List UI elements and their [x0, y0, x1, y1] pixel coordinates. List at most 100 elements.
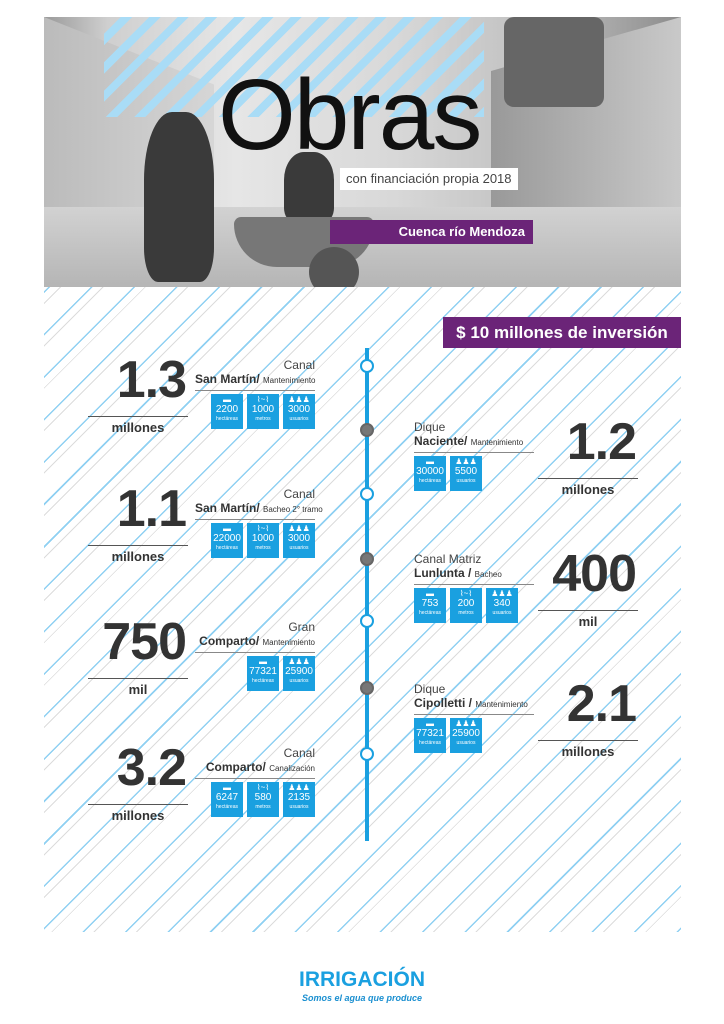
stat-usuarios: ♟♟♟ 3000 usuarios — [283, 523, 315, 558]
stat-value: 5500 — [454, 466, 478, 477]
stats-boxes: ▬ 22000 hectáreas ⌇~⌇ 1000 metros ♟♟♟ 3000 usuar… — [195, 523, 315, 558]
timeline-node — [360, 614, 374, 628]
stat-value: 753 — [421, 598, 439, 609]
amount-unit: millones — [538, 740, 638, 759]
work-category: Canal — [283, 358, 315, 372]
stats-boxes: ▬ 77321 hectáreas ♟♟♟ 25900 usuarios — [414, 718, 534, 753]
users-icon: ♟♟♟ — [455, 457, 477, 466]
amount-value: 2.1 — [566, 675, 637, 733]
amount-unit: millones — [88, 416, 188, 435]
amount-block: 400 mil — [538, 548, 638, 632]
work-category: Canal — [283, 487, 315, 501]
work-type: Canalización — [269, 764, 315, 773]
work-type: Bacheo 2° tramo — [263, 505, 323, 514]
stat-value: 3000 — [287, 404, 311, 415]
work-name: Lunlunta / Bacheo — [414, 566, 534, 585]
stat-caption: usuarios — [289, 415, 309, 422]
page-title: Obras — [218, 59, 482, 171]
timeline-node — [360, 359, 374, 373]
work-category: Gran — [288, 620, 315, 634]
stat-usuarios: ♟♟♟ 25900 usuarios — [283, 656, 315, 691]
stat-caption: metros — [255, 803, 271, 810]
stats-boxes: ▬ 2200 hectáreas ⌇~⌇ 1000 metros ♟♟♟ 3000 usuari… — [195, 394, 315, 429]
stat-usuarios: ♟♟♟ 5500 usuarios — [450, 456, 482, 491]
stat-usuarios: ♟♟♟ 3000 usuarios — [283, 394, 315, 429]
work-item: 750 mil Gran Comparto/ Mantenimiento ▬ 77321 h… — [88, 616, 388, 720]
amount-unit: mil — [538, 610, 638, 629]
land-plot-icon: ▬ — [426, 719, 434, 728]
land-plot-icon: ▬ — [223, 524, 231, 533]
stat-caption: usuarios — [456, 739, 476, 746]
amount-value: 750 — [102, 613, 187, 671]
stat-caption: hectáreas — [419, 477, 441, 484]
work-name: San Martín/ Mantenimiento — [195, 372, 316, 391]
work-item: 1.2 millones Dique Naciente/ Mantenimiento ▬… — [414, 416, 714, 520]
work-type: Mantenimiento — [263, 376, 316, 385]
stat-caption: usuarios — [456, 477, 476, 484]
stat-value: 25900 — [285, 666, 313, 677]
amount-unit: millones — [88, 545, 188, 564]
stat-value: 77321 — [416, 728, 444, 739]
amount-block: 3.2 millones — [88, 742, 188, 826]
timeline-node — [360, 552, 374, 566]
users-icon: ♟♟♟ — [491, 589, 513, 598]
work-name: San Martín/ Bacheo 2° tramo — [195, 501, 323, 520]
stat-caption: usuarios — [289, 803, 309, 810]
stat-caption: hectáreas — [419, 739, 441, 746]
users-icon: ♟♟♟ — [288, 783, 310, 792]
work-label: Canal San Martín/ Mantenimiento ▬ 2200 hectá… — [195, 358, 316, 429]
land-plot-icon: ▬ — [223, 783, 231, 792]
users-icon: ♟♟♟ — [288, 395, 310, 404]
stat-value: 6247 — [215, 792, 239, 803]
stat-usuarios: ♟♟♟ 340 usuarios — [486, 588, 518, 623]
amount-value: 3.2 — [116, 739, 187, 797]
stats-boxes: ▬ 30000 hectáreas ♟♟♟ 5500 usuarios — [414, 456, 534, 491]
work-label: Canal Matriz Lunlunta / Bacheo ▬ 753 hectáre… — [414, 552, 534, 623]
stats-boxes: ▬ 6247 hectáreas ⌇~⌇ 580 metros ♟♟♟ 2135 usuario… — [195, 782, 315, 817]
work-type: Mantenimiento — [470, 438, 524, 447]
cement-mixer — [504, 17, 604, 107]
work-category: Canal — [283, 746, 315, 760]
amount-unit: mil — [88, 678, 188, 697]
investment-banner: $ 10 millones de inversión — [443, 317, 681, 348]
work-name: Comparto/ Canalización — [195, 760, 315, 779]
work-name: Naciente/ Mantenimiento — [414, 434, 534, 453]
amount-block: 2.1 millones — [538, 678, 638, 762]
stat-caption: metros — [255, 544, 271, 551]
work-label: Gran Comparto/ Mantenimiento ▬ 77321 hectáre… — [195, 620, 315, 691]
users-icon: ♟♟♟ — [288, 524, 310, 533]
stat-metros: ⌇~⌇ 200 metros — [450, 588, 482, 623]
work-item: 2.1 millones Dique Cipolletti / Mantenimien… — [414, 678, 714, 782]
work-item: 1.1 millones Canal San Martín/ Bacheo 2° tr… — [88, 483, 388, 587]
work-label: Canal Comparto/ Canalización ▬ 6247 hectárea… — [195, 746, 315, 817]
page-subtitle: con financiación propia 2018 — [340, 168, 518, 190]
pipe-icon: ⌇~⌇ — [459, 589, 473, 598]
logo-tagline: Somos el agua que produce — [301, 993, 423, 1003]
timeline-line — [365, 348, 369, 841]
land-plot-icon: ▬ — [259, 657, 267, 666]
timeline-node — [360, 681, 374, 695]
stat-caption: usuarios — [492, 609, 512, 616]
land-plot-icon: ▬ — [426, 457, 434, 466]
amount-value: 400 — [552, 545, 637, 603]
stat-hectareas: ▬ 77321 hectáreas — [247, 656, 279, 691]
work-label: Dique Naciente/ Mantenimiento ▬ 30000 hectár… — [414, 420, 534, 491]
stat-metros: ⌇~⌇ 580 metros — [247, 782, 279, 817]
stat-caption: usuarios — [289, 544, 309, 551]
stat-caption: hectáreas — [216, 415, 238, 422]
stat-value: 2200 — [215, 404, 239, 415]
work-item: 400 mil Canal Matriz Lunlunta / Bacheo ▬ 753 h… — [414, 548, 714, 652]
stat-hectareas: ▬ 753 hectáreas — [414, 588, 446, 623]
work-type: Mantenimiento — [475, 700, 528, 709]
irrigacion-logo: IRRIGACIÓN Somos el agua que produce — [297, 968, 427, 1004]
amount-value: 1.1 — [116, 480, 187, 538]
amount-block: 1.3 millones — [88, 354, 188, 438]
stat-value: 3000 — [287, 533, 311, 544]
stats-boxes: ▬ 77321 hectáreas ♟♟♟ 25900 usuarios — [195, 656, 315, 691]
amount-value: 1.2 — [566, 413, 637, 471]
work-item: 3.2 millones Canal Comparto/ Canalización ▬ 6… — [88, 742, 388, 846]
stat-hectareas: ▬ 6247 hectáreas — [211, 782, 243, 817]
stats-boxes: ▬ 753 hectáreas ⌇~⌇ 200 metros ♟♟♟ 340 usuarios — [414, 588, 534, 623]
stat-value: 2135 — [287, 792, 311, 803]
timeline-node — [360, 487, 374, 501]
